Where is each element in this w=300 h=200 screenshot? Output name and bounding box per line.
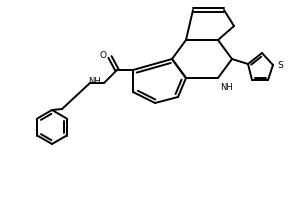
Text: S: S [277,60,283,70]
Text: O: O [100,51,107,60]
Text: NH: NH [220,83,233,92]
Text: NH: NH [88,76,101,86]
